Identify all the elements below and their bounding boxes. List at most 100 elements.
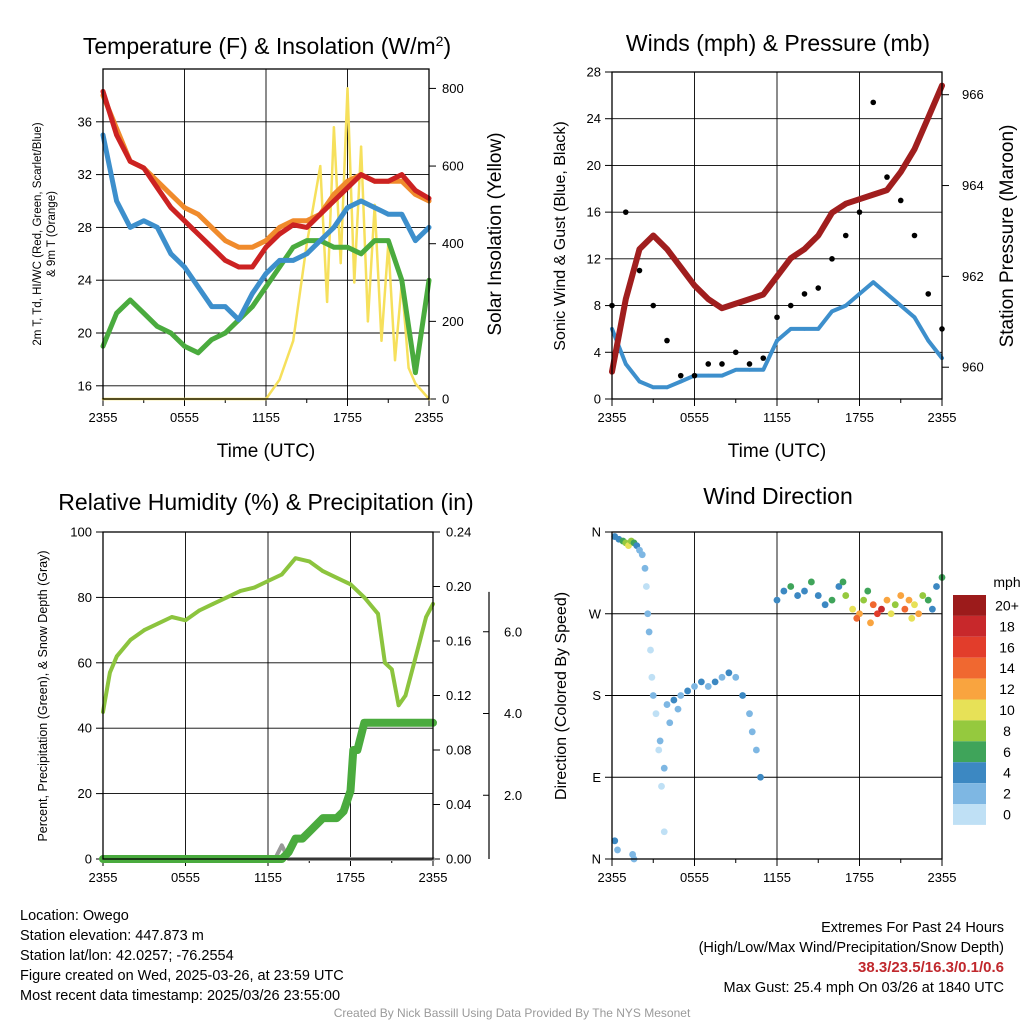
heat-index-wind-chill-line-point bbox=[182, 264, 187, 270]
dewpoint-line-point bbox=[372, 238, 377, 243]
sonic-wind-line-point bbox=[926, 338, 931, 343]
station-location: Location: Owego bbox=[20, 908, 129, 924]
y-tick-label: 100 bbox=[70, 525, 92, 540]
heat-index-wind-chill-line-point bbox=[345, 205, 350, 210]
y-right-tick-label: 962 bbox=[962, 269, 984, 284]
x-tick-label: 1755 bbox=[333, 410, 362, 425]
y-tick-label: 20 bbox=[78, 786, 92, 801]
wind-direction-point bbox=[711, 678, 719, 686]
wind-direction-point bbox=[780, 587, 788, 595]
heat-index-wind-chill-line-point bbox=[413, 238, 418, 243]
station-pressure-line-point bbox=[774, 273, 780, 280]
legend-label: 14 bbox=[999, 660, 1015, 676]
y-axis-label-left: Percent, Precipitation (Green), & Snow D… bbox=[36, 550, 50, 841]
temperature-2m-line-point bbox=[399, 172, 405, 177]
y-right-tick-label: 400 bbox=[442, 236, 464, 251]
extremes-legend: (High/Low/Max Wind/Precipitation/Snow De… bbox=[698, 940, 1004, 956]
y-axis-label-right: Solar Insolation (Yellow) bbox=[485, 132, 506, 335]
x-tick-label: 1155 bbox=[254, 870, 282, 885]
gust-point bbox=[650, 302, 657, 309]
relative-humidity-line-point bbox=[108, 670, 112, 675]
heat-index-wind-chill-line-point bbox=[250, 291, 255, 296]
wind-direction-point bbox=[908, 614, 916, 622]
y-tick-label: 36 bbox=[78, 114, 92, 129]
relative-humidity-line-point bbox=[307, 559, 312, 564]
humidity-panel: Relative Humidity (%) & Precipitation (i… bbox=[36, 489, 522, 885]
precipitation-line-point bbox=[346, 787, 355, 795]
sonic-wind-line-point bbox=[857, 292, 862, 296]
x-tick-label: 0555 bbox=[680, 870, 709, 885]
relative-humidity-line-point bbox=[396, 703, 401, 708]
heat-index-wind-chill-line-point bbox=[222, 304, 228, 309]
sonic-wind-line-point bbox=[912, 315, 917, 320]
wind-direction-point bbox=[684, 687, 692, 695]
legend-label: 8 bbox=[1003, 723, 1011, 739]
y-tick-label: 24 bbox=[78, 273, 92, 288]
wind-direction-point bbox=[860, 596, 868, 604]
solar-insolation-line-point bbox=[380, 339, 383, 342]
x-tick-label: 0555 bbox=[171, 870, 200, 885]
temperature-2m-line-point bbox=[250, 264, 255, 270]
station-pressure-line-point bbox=[870, 191, 876, 198]
precipitation-line-point bbox=[353, 746, 362, 754]
wind-direction-point bbox=[642, 583, 650, 590]
temperature-9m-line-point bbox=[290, 218, 296, 224]
y-right-tick-label: 800 bbox=[442, 81, 464, 96]
legend-swatch bbox=[953, 783, 986, 804]
relative-humidity-line-point bbox=[142, 628, 147, 632]
precipitation-line-point bbox=[374, 719, 382, 727]
solar-insolation-line-point bbox=[332, 126, 336, 129]
relative-humidity-line-point bbox=[389, 667, 394, 672]
legend-swatch bbox=[953, 615, 986, 637]
solar-insolation-line-point bbox=[414, 382, 417, 385]
plot-frame bbox=[102, 68, 430, 400]
station-pressure-line-point bbox=[623, 296, 629, 302]
precipitation-line-point bbox=[291, 834, 300, 843]
wind-direction-point bbox=[718, 673, 726, 681]
temperature-2m-line-point bbox=[209, 244, 214, 250]
temperature-9m-line-point bbox=[168, 192, 174, 197]
temperature-9m-line-point bbox=[277, 225, 282, 230]
gust-point bbox=[622, 209, 629, 215]
x-tick-label: 0555 bbox=[680, 410, 709, 425]
temperature-2m-line-point bbox=[318, 211, 323, 217]
temperature-9m-line-point bbox=[345, 178, 350, 184]
wind-direction-point bbox=[878, 605, 885, 613]
latest-timestamp: Most recent data timestamp: 2025/03/26 2… bbox=[20, 988, 341, 1004]
winds-panel: Winds (mph) & Pressure (mb) 2355 0555 1155 1… bbox=[552, 30, 1018, 462]
y-axis-label-left-line1: 2m T, Td, HI/WC (Red, Green, Scarlet/Blu… bbox=[32, 122, 44, 345]
wind-direction-point bbox=[794, 592, 802, 599]
heat-index-wind-chill-line-point bbox=[263, 271, 269, 276]
wind-direction-point bbox=[901, 605, 909, 613]
dewpoint-line-point bbox=[413, 370, 418, 375]
wind-direction-point bbox=[677, 692, 685, 699]
y-tick-label: S bbox=[592, 688, 601, 703]
temperature-2m-line-point bbox=[358, 172, 364, 177]
heat-index-wind-chill-line-point bbox=[318, 238, 323, 243]
station-pressure-line-point bbox=[898, 169, 904, 175]
sonic-wind-line-point bbox=[747, 367, 752, 372]
temperature-9m-line-point bbox=[331, 192, 337, 197]
gust-point bbox=[664, 337, 670, 344]
precipitation-line-point bbox=[415, 719, 423, 727]
sonic-wind-line-point bbox=[637, 379, 642, 384]
wind-direction-point bbox=[691, 683, 698, 690]
gust-point bbox=[774, 314, 780, 321]
x-tick-label: 1755 bbox=[336, 870, 365, 885]
heat-index-wind-chill-line-point bbox=[331, 225, 337, 230]
y-tick-label: 16 bbox=[78, 378, 92, 393]
station-pressure-line-point bbox=[925, 114, 931, 121]
wind-direction-point bbox=[652, 710, 660, 718]
station-pressure-line-point bbox=[664, 246, 670, 252]
temperature-9m-line-point bbox=[182, 205, 187, 210]
relative-humidity-line-point bbox=[252, 585, 257, 590]
x-tick-label: 2355 bbox=[415, 410, 444, 425]
y-right-tick-label: 0 bbox=[442, 392, 449, 407]
precipitation-line-point bbox=[360, 719, 368, 727]
wind-direction-point bbox=[911, 601, 918, 609]
station-pressure-line-point bbox=[733, 300, 739, 307]
relative-humidity-line-point bbox=[383, 660, 387, 665]
temperature-9m-line-point bbox=[263, 238, 269, 243]
chart-title: Temperature (F) & Insolation (W/m2) bbox=[83, 33, 451, 59]
solar-insolation-line-point bbox=[393, 359, 397, 362]
